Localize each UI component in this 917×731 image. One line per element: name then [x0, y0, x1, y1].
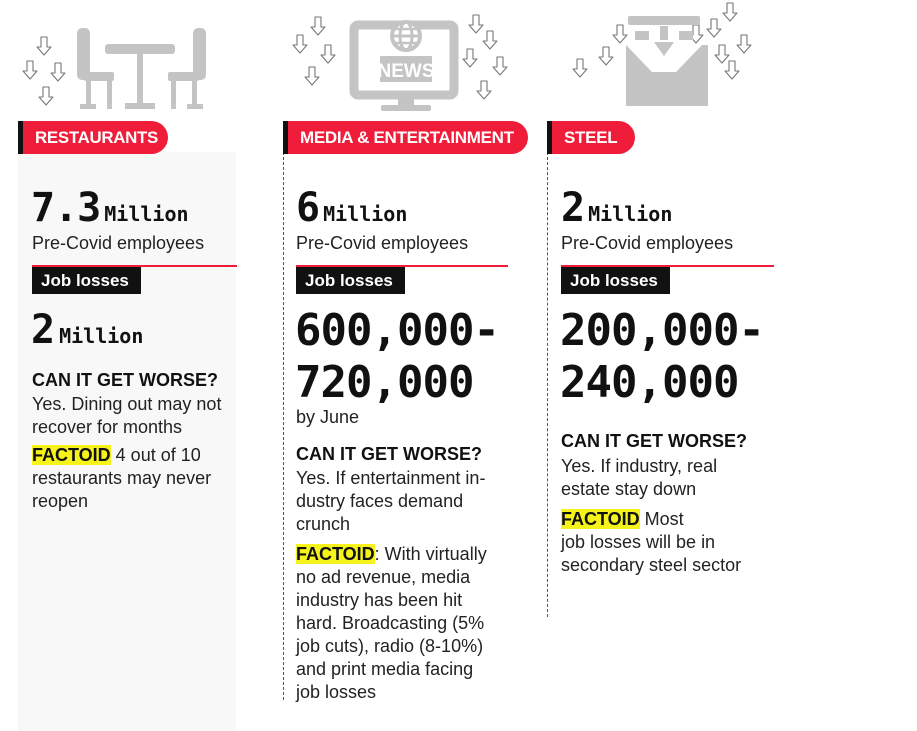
sector-steel: STEEL 2 Million Pre-Covid employees Job l…	[532, 0, 917, 731]
steel-illustration	[572, 2, 752, 106]
text-line: : With virtually	[374, 544, 487, 564]
pre-covid-number: 2	[561, 185, 585, 231]
text-line: dustry faces demand	[296, 491, 464, 511]
text-line: and print media facing	[296, 659, 474, 679]
down-arrow-icon	[22, 36, 66, 106]
factoid-tag: FACTOID	[32, 445, 111, 465]
job-loss-figure: 2 Million	[31, 307, 143, 353]
factoid: FACTOID: With virtually no ad revenue, m…	[296, 543, 487, 704]
text-line: Yes. Dining out may not	[32, 394, 222, 414]
text-line: crunch	[296, 514, 351, 534]
worse-title: CAN IT GET WORSE?	[561, 431, 747, 451]
loss-unit: Million	[59, 324, 144, 348]
factoid-tag: FACTOID	[561, 509, 640, 529]
pre-covid-unit: Million	[588, 202, 673, 226]
loss-line: 240,000	[560, 357, 739, 408]
text-line: secondary steel sector	[561, 555, 742, 575]
worse-text: Yes. Dining out may not recover for mont…	[32, 393, 221, 439]
text-line: Yes. If entertainment in-	[296, 468, 486, 488]
loss-number: 2	[31, 307, 56, 353]
worse-title: CAN IT GET WORSE?	[32, 370, 218, 390]
divider-line	[547, 152, 548, 617]
text-line: recover for months	[32, 417, 183, 437]
divider	[561, 265, 774, 267]
text-line: Yes. If industry, real	[561, 456, 718, 476]
restaurants-illustration	[22, 28, 206, 109]
loss-note: by June	[296, 407, 360, 427]
text-line: reopen	[32, 491, 89, 511]
worse-title: CAN IT GET WORSE?	[296, 444, 482, 464]
table-chairs-icon	[77, 28, 206, 109]
media-illustration: NEWS	[292, 14, 508, 111]
sector-restaurants: RESTAURANTS 7.3 Million Pre-Covid employe…	[0, 0, 262, 731]
text-line: hard. Broadcasting (5%	[296, 613, 485, 633]
text-line: job losses will be in	[561, 532, 716, 552]
steel-press-icon	[626, 16, 708, 106]
divider	[296, 265, 508, 267]
pre-covid-figure: 6 Million	[296, 185, 407, 231]
factoid-tag: FACTOID	[296, 544, 375, 564]
job-losses-label: Job losses	[296, 267, 405, 294]
sector-header: RESTAURANTS	[18, 121, 168, 154]
down-arrow-icon	[572, 2, 752, 80]
pre-covid-figure: 7.3 Million	[31, 185, 189, 231]
pre-covid-label: Pre-Covid employees	[32, 233, 205, 253]
job-loss-figure: 200,000- 240,000	[560, 305, 765, 409]
factoid: FACTOID 4 out of 10 restaurants may neve…	[32, 444, 211, 513]
svg-text:NEWS: NEWS	[378, 61, 435, 82]
text-line: Most	[639, 509, 684, 529]
sector-header: MEDIA & ENTERTAINMENT	[283, 121, 528, 154]
text-line: restaurants may never	[32, 468, 212, 488]
loss-line: 600,000-	[295, 305, 500, 356]
text-line: no ad revenue, media	[296, 567, 471, 587]
job-losses-label: Job losses	[32, 267, 141, 294]
text-line: estate stay down	[561, 479, 697, 499]
worse-text: Yes. If entertainment in- dustry faces d…	[296, 467, 485, 536]
text-line: 4 out of 10	[110, 445, 201, 465]
pre-covid-number: 7.3	[31, 185, 101, 231]
job-losses-label: Job losses	[561, 267, 670, 294]
text-line: job cuts), radio (8-10%)	[296, 636, 484, 656]
divider	[32, 265, 237, 267]
pre-covid-number: 6	[296, 185, 320, 231]
sector-media-entertainment: NEWS MEDIA & ENTERTAINMENT 6 Million Pre-…	[262, 0, 532, 731]
loss-line: 200,000-	[560, 305, 765, 356]
pre-covid-unit: Million	[323, 202, 408, 226]
panel-background	[18, 152, 236, 731]
sector-header: STEEL	[547, 121, 635, 154]
loss-line: 720,000	[295, 357, 474, 408]
divider-line	[283, 152, 284, 700]
pre-covid-label: Pre-Covid employees	[296, 233, 469, 253]
factoid: FACTOID Most job losses will be in secon…	[561, 508, 741, 577]
pre-covid-label: Pre-Covid employees	[561, 233, 734, 253]
news-monitor-icon: NEWS	[349, 20, 459, 111]
text-line: industry has been hit	[296, 590, 463, 610]
pre-covid-figure: 2 Million	[561, 185, 672, 231]
worse-text: Yes. If industry, real estate stay down	[561, 455, 717, 501]
text-line: job losses	[296, 682, 377, 702]
pre-covid-unit: Million	[104, 202, 189, 226]
job-loss-figure: 600,000- 720,000	[295, 305, 500, 409]
